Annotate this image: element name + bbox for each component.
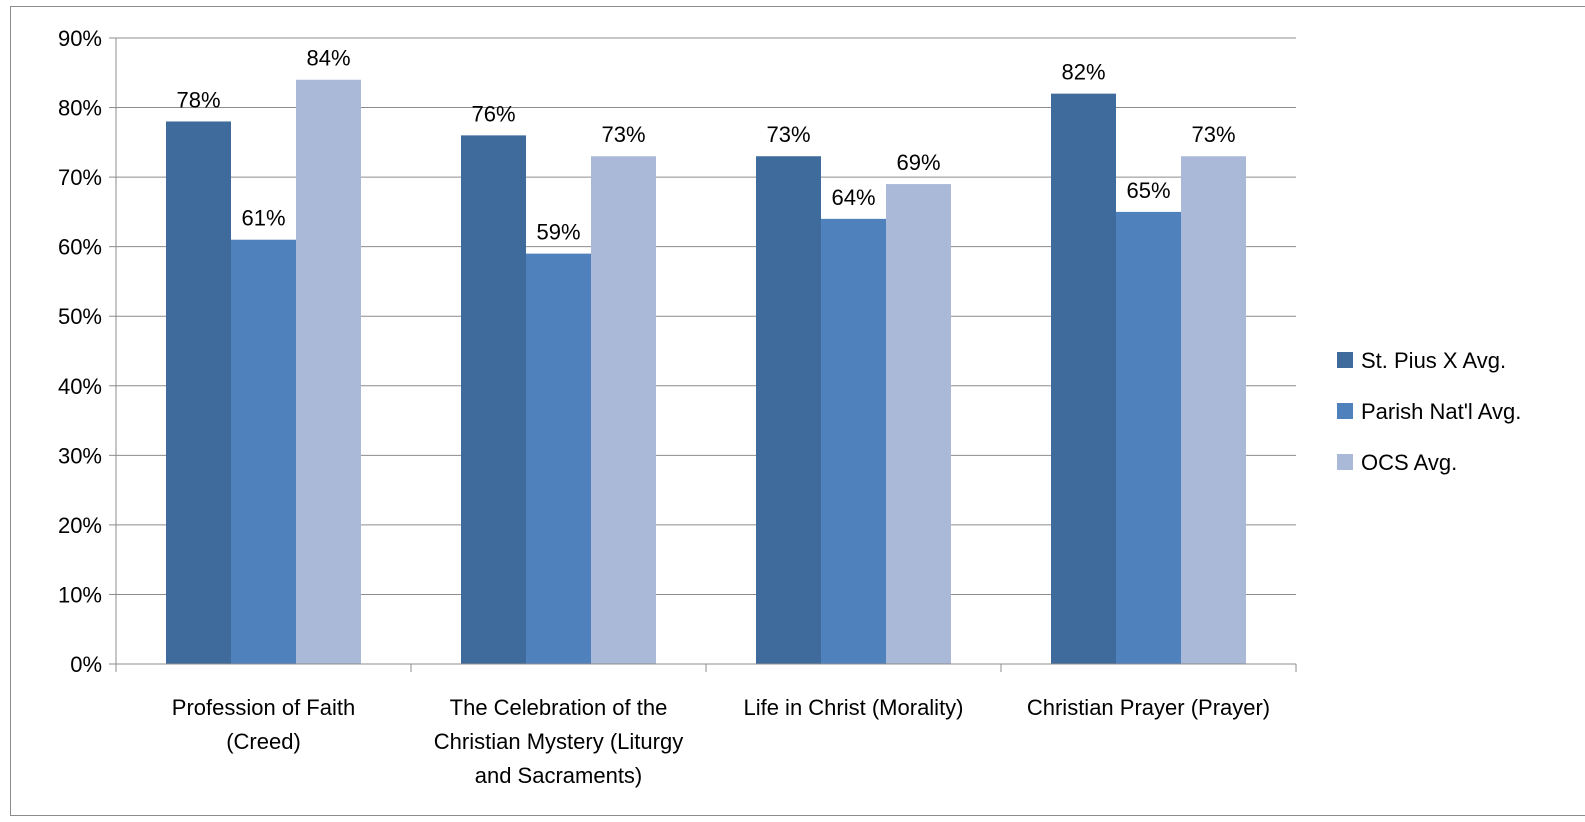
y-tick-label: 0% (70, 652, 102, 677)
data-label: 73% (766, 122, 810, 147)
y-tick-label: 10% (58, 582, 102, 607)
data-label: 76% (471, 101, 515, 126)
bar (886, 184, 951, 665)
y-tick-label: 50% (58, 304, 102, 329)
x-tick-label: Christian Prayer (Prayer) (1027, 695, 1270, 720)
y-tick-label: 60% (58, 235, 102, 260)
y-tick-label: 80% (58, 96, 102, 121)
bar (1181, 156, 1246, 664)
data-label: 84% (306, 46, 350, 71)
y-tick-label: 30% (58, 443, 102, 468)
data-label: 61% (241, 206, 285, 231)
bar (1051, 93, 1116, 664)
bars: 78% 76% 73% 82% 61% 59% 64% 65% 84% 73% 69% 73% (166, 46, 1246, 665)
legend-swatch (1337, 454, 1353, 470)
data-label: 73% (601, 122, 645, 147)
bar (1116, 211, 1181, 664)
legend-swatch (1337, 403, 1353, 419)
bar (296, 79, 361, 664)
y-tick-label: 70% (58, 165, 102, 190)
data-label: 82% (1061, 60, 1105, 85)
x-tick-label: Profession of Faith (Creed) (172, 695, 355, 754)
data-label: 64% (831, 185, 875, 210)
legend: St. Pius X Avg. Parish Nat'l Avg. OCS Avg. (1337, 348, 1521, 475)
y-tick-label: 40% (58, 374, 102, 399)
legend-label: St. Pius X Avg. (1361, 348, 1506, 373)
bar (821, 218, 886, 664)
data-label: 69% (896, 150, 940, 175)
y-tick-label: 90% (58, 26, 102, 51)
bar (591, 156, 656, 664)
bar (461, 135, 526, 664)
y-axis: 0% 10% 20% 30% 40% 50% 60% 70% 80% 90% (58, 26, 117, 677)
bar (166, 121, 231, 664)
legend-swatch (1337, 352, 1353, 368)
data-label: 73% (1191, 122, 1235, 147)
data-label: 65% (1126, 178, 1170, 203)
data-label: 59% (536, 220, 580, 245)
y-tick-label: 20% (58, 513, 102, 538)
data-label: 78% (176, 87, 220, 112)
bar (526, 253, 591, 664)
bar (231, 239, 296, 664)
legend-label: Parish Nat'l Avg. (1361, 399, 1521, 424)
x-tick-label: Life in Christ (Morality) (743, 695, 963, 720)
x-tick-label: The Celebration of the Christian Mystery … (434, 695, 683, 788)
x-axis: Profession of Faith (Creed) The Celebratio… (115, 663, 1297, 788)
bar (756, 156, 821, 664)
legend-label: OCS Avg. (1361, 450, 1457, 475)
